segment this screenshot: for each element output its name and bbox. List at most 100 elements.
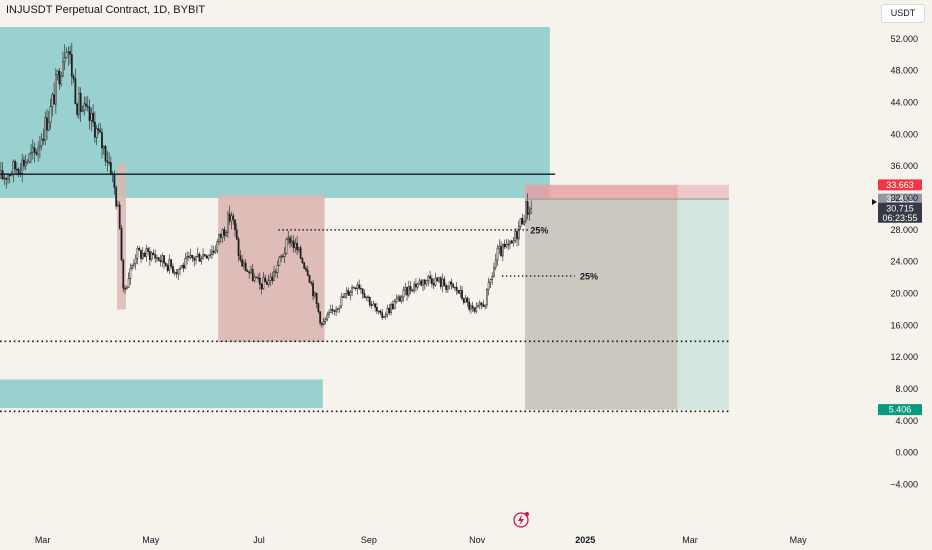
candle-body [296, 243, 298, 251]
candle-body [425, 280, 428, 285]
candle [260, 282, 263, 295]
candle [525, 200, 527, 224]
candle [432, 278, 435, 289]
candle [501, 243, 504, 262]
candle [351, 284, 353, 297]
candle-body [516, 231, 518, 240]
lightning-icon[interactable] [513, 512, 529, 528]
candle-body [432, 283, 435, 286]
target-price-badge-value: 5.406 [889, 405, 912, 415]
candle [487, 277, 490, 296]
candle-body [79, 93, 82, 112]
candle [349, 290, 352, 301]
candle [172, 263, 174, 275]
candle-body [170, 259, 173, 267]
candle [216, 238, 219, 254]
candle [296, 236, 298, 256]
candle [154, 249, 157, 263]
candle-body [251, 269, 254, 281]
candle [450, 278, 453, 290]
candle [54, 68, 57, 115]
candle [278, 255, 281, 267]
candle [35, 149, 38, 156]
candle [455, 281, 458, 295]
candle-body [7, 174, 9, 180]
candle-body [191, 254, 194, 259]
candle-body [310, 282, 313, 284]
candle-body [104, 145, 107, 162]
candle-body [28, 153, 31, 162]
candle-body [521, 218, 524, 225]
candle [425, 279, 428, 287]
candle [228, 205, 231, 226]
candle-body [393, 301, 396, 310]
candle [517, 220, 520, 246]
candle [156, 254, 158, 263]
candle-body [413, 283, 416, 292]
candle-body [294, 243, 297, 249]
stop-zone [525, 184, 678, 200]
candle-body [494, 259, 497, 268]
candle-body [21, 159, 24, 174]
entry-price-badge: 31.872 [878, 193, 922, 205]
candle [367, 294, 369, 302]
candle [118, 201, 121, 230]
candle-body [205, 255, 208, 259]
candle [345, 287, 348, 299]
candle-body [352, 287, 355, 289]
candle-body [315, 292, 318, 304]
candle-body [274, 271, 277, 273]
candle [482, 300, 485, 308]
candle-body [500, 245, 502, 257]
candle [157, 257, 160, 262]
candle-body [175, 272, 178, 275]
candle [315, 292, 318, 309]
candle [427, 274, 430, 287]
candle [124, 285, 126, 294]
candle-body [370, 304, 373, 306]
candle [218, 233, 220, 245]
candle [30, 143, 32, 164]
candle [429, 270, 431, 284]
candle [47, 110, 50, 132]
candle-body [283, 252, 286, 257]
candle [193, 256, 196, 267]
y-tick-label: 40.000 [890, 129, 918, 139]
candle-body [372, 303, 375, 306]
candle-body [379, 310, 382, 314]
candle-body [308, 275, 311, 283]
candle-body [39, 145, 41, 149]
candle-body [239, 255, 242, 261]
candle-body [390, 304, 392, 314]
candle-body [182, 264, 185, 269]
candle [280, 254, 282, 263]
x-tick-label: Mar [35, 535, 51, 545]
candle [399, 294, 401, 302]
candle [312, 279, 314, 301]
candle-body [198, 253, 201, 262]
candle-body [443, 278, 446, 286]
target-price-badge-bg [878, 404, 922, 416]
candle-body [209, 254, 212, 256]
candle [120, 225, 123, 262]
candle-body [248, 271, 251, 274]
candle-body [17, 168, 20, 174]
candle-body [335, 308, 337, 312]
candle [179, 265, 181, 276]
candle-body [496, 247, 499, 261]
candle-body [76, 103, 79, 115]
candle [452, 283, 455, 289]
candle-body [258, 277, 261, 285]
candle-body [243, 262, 245, 267]
candle-body [289, 237, 291, 244]
candle [436, 276, 439, 282]
x-tick-label: May [142, 535, 160, 545]
candle [177, 268, 180, 281]
candle [478, 300, 481, 310]
candle [466, 296, 469, 307]
currency-button[interactable]: USDT [881, 4, 925, 23]
candle-body [514, 231, 517, 241]
candle-body [406, 286, 408, 296]
candle-body [12, 161, 15, 175]
